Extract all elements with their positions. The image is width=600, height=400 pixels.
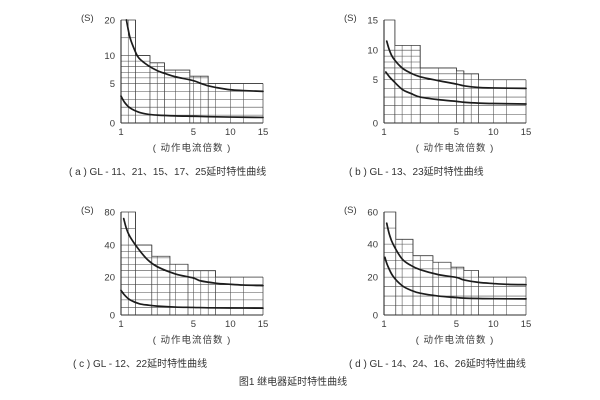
curve-upper-limit	[125, 19, 264, 93]
x-tick-label: 10	[225, 319, 236, 330]
curve-upper-limit	[385, 40, 527, 90]
chart-panel-a: 0 5 10 20 1 5 10 15 (S) ( 动作电流倍数 ) ( a ) GL - 1…	[57, 6, 309, 192]
curve-lower-limit	[384, 256, 527, 300]
y-tick-label: 0	[373, 119, 378, 130]
curve-upper-limit	[122, 217, 264, 287]
y-tick-label: 15	[367, 16, 378, 27]
y-unit-label: (S)	[344, 205, 357, 216]
y-tick-label: 40	[367, 240, 378, 251]
x-tick-label: 15	[258, 127, 269, 138]
y-tick-label: 80	[104, 208, 115, 219]
y-tick-label: 40	[104, 241, 115, 252]
panel-caption: ( a ) GL - 11、21、15、17、25延时特性曲线	[69, 167, 267, 178]
y-tick-label: 0	[110, 119, 115, 130]
x-tick-label: 5	[454, 127, 459, 138]
x-tick-label: 5	[191, 319, 196, 330]
y-tick-label: 20	[104, 273, 115, 284]
y-tick-label: 10	[367, 46, 378, 57]
chart-panel-d: 0 20 40 60 1 5 10 15 (S) ( 动作电流倍数 ) ( d ) GL - …	[320, 198, 572, 384]
x-tick-label: 15	[521, 127, 532, 138]
y-tick-label: 5	[110, 79, 115, 90]
y-tick-label: 60	[367, 208, 378, 219]
chart-panel-c: 0 20 40 80 1 5 10 15 (S) ( 动作电流倍数 ) ( c ) GL - …	[57, 198, 309, 384]
chart-panel-b: 0 5 10 15 1 5 10 15 (S) ( 动作电流倍数 ) ( b ) GL - 1…	[320, 6, 572, 192]
x-tick-label: 1	[118, 319, 123, 330]
y-unit-label: (S)	[344, 13, 357, 24]
y-tick-label: 20	[104, 16, 115, 27]
x-tick-label: 1	[381, 127, 386, 138]
y-tick-label: 0	[110, 311, 115, 322]
curve-upper-limit	[385, 222, 527, 286]
figure-caption: 图1 继电器延时特性曲线	[238, 377, 348, 388]
curve-lower-limit	[120, 289, 264, 310]
x-tick-label: 10	[488, 127, 499, 138]
x-tick-label: 1	[381, 319, 386, 330]
x-axis-title: ( 动作电流倍数 )	[152, 143, 232, 154]
y-unit-label: (S)	[81, 13, 94, 24]
panel-caption: ( d ) GL - 14、24、16、26延时特性曲线	[349, 359, 526, 370]
curve-lower-limit	[120, 95, 264, 119]
y-tick-label: 10	[104, 51, 115, 62]
x-axis-title: ( 动作电流倍数 )	[415, 143, 495, 154]
x-axis-title: ( 动作电流倍数 )	[152, 335, 232, 346]
x-tick-label: 10	[488, 319, 499, 330]
panel-caption: ( b ) GL - 13、23延时特性曲线	[349, 167, 484, 178]
curve-lower-limit	[384, 71, 527, 105]
y-tick-label: 0	[373, 311, 378, 322]
x-tick-label: 15	[258, 319, 269, 330]
x-axis-title: ( 动作电流倍数 )	[415, 335, 495, 346]
panel-caption: ( c ) GL - 12、22延时特性曲线	[73, 359, 208, 370]
x-tick-label: 5	[454, 319, 459, 330]
x-tick-label: 5	[191, 127, 196, 138]
x-tick-label: 10	[225, 127, 236, 138]
x-tick-label: 1	[118, 127, 123, 138]
y-unit-label: (S)	[81, 205, 94, 216]
y-tick-label: 20	[367, 273, 378, 284]
x-tick-label: 15	[521, 319, 532, 330]
y-tick-label: 5	[373, 75, 378, 86]
